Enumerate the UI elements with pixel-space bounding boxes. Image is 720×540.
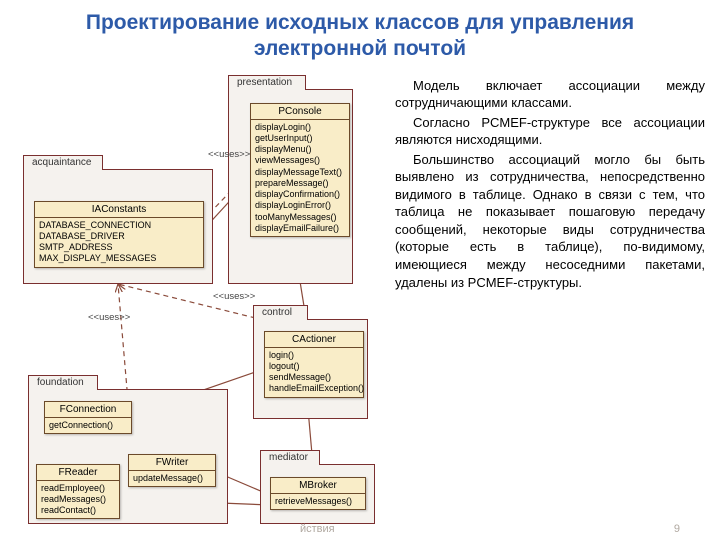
class-FWriter: FWriterupdateMessage() xyxy=(128,454,216,487)
class-ops: displayLogin() getUserInput() displayMen… xyxy=(251,120,349,237)
page-number: 9 xyxy=(674,523,680,535)
uses-label-1: <<uses>> xyxy=(213,291,255,302)
class-PConsole: PConsoledisplayLogin() getUserInput() di… xyxy=(250,103,350,238)
class-name: MBroker xyxy=(271,478,365,494)
para-3: Большинство ассоциаций могло бы быть выя… xyxy=(395,151,705,291)
uses-label-2: <<uses>> xyxy=(208,149,250,160)
class-name: CActioner xyxy=(265,332,363,348)
para-2: Согласно PCMEF-структуре все ассоциации … xyxy=(395,114,705,149)
footer-fragment: йствия xyxy=(300,523,335,535)
class-name: PConsole xyxy=(251,104,349,120)
class-ops: login() logout() sendMessage() handleEma… xyxy=(265,348,363,397)
page-title: Проектирование исходных классов для упра… xyxy=(0,0,720,69)
class-ops: readEmployee() readMessages() readContac… xyxy=(37,481,119,519)
class-ops: getConnection() xyxy=(45,418,131,433)
pkg-tab-acquaintance: acquaintance xyxy=(23,155,103,170)
class-name: FReader xyxy=(37,465,119,481)
class-ops: retrieveMessages() xyxy=(271,494,365,509)
class-FConnection: FConnectiongetConnection() xyxy=(44,401,132,434)
pkg-tab-foundation: foundation xyxy=(28,375,98,390)
description-text: Модель включает ассоциации между сотрудн… xyxy=(395,77,705,294)
class-attrs: DATABASE_CONNECTION DATABASE_DRIVER SMTP… xyxy=(35,218,203,267)
pkg-tab-control: control xyxy=(253,305,308,320)
class-name: IAConstants xyxy=(35,202,203,218)
class-IAConstants: IAConstantsDATABASE_CONNECTION DATABASE_… xyxy=(34,201,204,268)
class-ops: updateMessage() xyxy=(129,471,215,486)
uses-label-0: <<uses>> xyxy=(88,312,130,323)
class-FReader: FReaderreadEmployee() readMessages() rea… xyxy=(36,464,120,520)
class-CActioner: CActionerlogin() logout() sendMessage() … xyxy=(264,331,364,398)
uml-diagram: acquaintance presentation control foundatio… xyxy=(8,69,388,539)
para-1: Модель включает ассоциации между сотрудн… xyxy=(395,77,705,112)
pkg-tab-mediator: mediator xyxy=(260,450,320,465)
content-area: acquaintance presentation control foundatio… xyxy=(0,69,720,539)
class-name: FWriter xyxy=(129,455,215,471)
pkg-tab-presentation: presentation xyxy=(228,75,306,90)
class-name: FConnection xyxy=(45,402,131,418)
class-MBroker: MBrokerretrieveMessages() xyxy=(270,477,366,510)
